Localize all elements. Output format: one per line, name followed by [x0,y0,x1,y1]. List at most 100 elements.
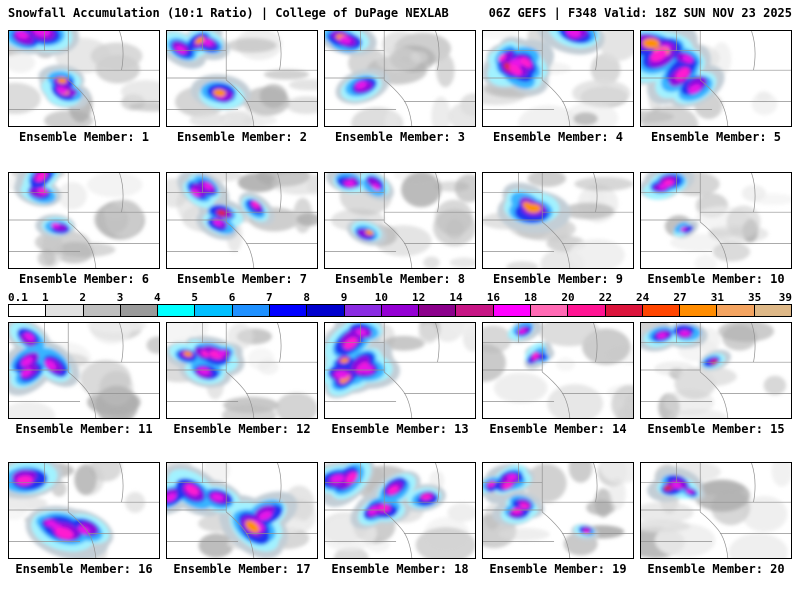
colorbar-cell [9,305,46,316]
colorbar-cell [45,305,83,316]
colorbar-cell [679,305,717,316]
colorbar-cell [82,305,120,316]
colorbar-tick: 18 [524,291,538,304]
panel-label: Ensemble Member: 16 [15,562,153,576]
colorbar-cell [604,305,642,316]
ensemble-map [640,462,792,559]
ensemble-panel: Ensemble Member: 4 [482,30,634,144]
panel-label: Ensemble Member: 12 [173,422,311,436]
colorbar-tick: 39 [778,291,792,304]
colorbar-tick: 7 [266,291,273,304]
panel-label: Ensemble Member: 7 [176,272,308,286]
panel-label: Ensemble Member: 18 [331,562,469,576]
panel-label: Ensemble Member: 11 [15,422,153,436]
colorbar-cell [119,305,158,316]
colorbar-cell [418,305,456,316]
colorbar-cell [306,305,344,316]
ensemble-map [8,30,160,127]
ensemble-panel: Ensemble Member: 1 [8,30,160,144]
panel-row-4: Ensemble Member: 16 Ensemble Member: 17 En… [8,462,792,576]
ensemble-panel: Ensemble Member: 10 [640,172,792,286]
panel-label: Ensemble Member: 10 [647,272,785,286]
colorbar-tick: 6 [228,291,236,304]
ensemble-map [8,172,160,269]
panel-label: Ensemble Member: 13 [331,422,469,436]
product-title: Snowfall Accumulation (10:1 Ratio) | Col… [8,6,449,20]
colorbar-tick: 2 [79,291,86,304]
ensemble-map [324,172,476,269]
ensemble-map [166,172,318,269]
ensemble-map [166,462,318,559]
colorbar-cell [380,305,419,316]
colorbar-tick: 4 [154,291,161,304]
header: Snowfall Accumulation (10:1 Ratio) | Col… [8,6,792,20]
ensemble-map [8,462,160,559]
colorbar-tick: 12 [412,291,426,304]
colorbar-cell [753,305,791,316]
ensemble-map [166,322,318,419]
ensemble-panel: Ensemble Member: 11 [8,322,160,436]
ensemble-panel: Ensemble Member: 16 [8,462,160,576]
ensemble-panel: Ensemble Member: 14 [482,322,634,436]
colorbar-tick: 22 [598,291,612,304]
colorbar-cell [641,305,680,316]
ensemble-panel: Ensemble Member: 19 [482,462,634,576]
colorbar-tick: 20 [561,291,575,304]
panel-label: Ensemble Member: 19 [489,562,627,576]
colorbar-tick: 14 [449,291,463,304]
panel-label: Ensemble Member: 9 [492,272,624,286]
panel-label: Ensemble Member: 3 [334,130,466,144]
ensemble-map [640,172,792,269]
ensemble-panel: Ensemble Member: 9 [482,172,634,286]
panel-row-1: Ensemble Member: 1 Ensemble Member: 2 Ense… [8,30,792,144]
ensemble-panel: Ensemble Member: 20 [640,462,792,576]
ensemble-panel: Ensemble Member: 18 [324,462,476,576]
colorbar-cell [231,305,269,316]
colorbar-cell [157,305,195,316]
ensemble-map [482,462,634,559]
colorbar-tick: 9 [340,291,348,304]
ensemble-panel: Ensemble Member: 17 [166,462,318,576]
ensemble-map [324,462,476,559]
panel-label: Ensemble Member: 15 [647,422,785,436]
colorbar-cell [567,305,605,316]
ensemble-panel: Ensemble Member: 6 [8,172,160,286]
colorbar-ticks: 0.1 1 2 3 4 5 6 7 8 9 10 12 14 16 18 20 22 24 27 31 35 39 [8,291,792,304]
ensemble-panel: Ensemble Member: 5 [640,30,792,144]
colorbar-cell [492,305,530,316]
colorbar-cell [529,305,568,316]
colorbar-tick: 24 [636,291,650,304]
panel-label: Ensemble Member: 1 [18,130,150,144]
ensemble-map [324,322,476,419]
colorbar: 0.1 1 2 3 4 5 6 7 8 9 10 12 14 16 18 20 22 24 27 31 35 39 [8,291,792,317]
ensemble-panel: Ensemble Member: 15 [640,322,792,436]
ensemble-map [640,30,792,127]
colorbar-cell [343,305,381,316]
colorbar-tick: 0.1 [8,291,28,304]
ensemble-map [482,30,634,127]
ensemble-panel: Ensemble Member: 8 [324,172,476,286]
colorbar-tick: 35 [748,291,762,304]
colorbar-tick: 31 [710,291,724,304]
panel-label: Ensemble Member: 5 [650,130,782,144]
panel-label: Ensemble Member: 17 [173,562,311,576]
panel-row-2: Ensemble Member: 6 Ensemble Member: 7 Ense… [8,172,792,286]
ensemble-panel: Ensemble Member: 3 [324,30,476,144]
ensemble-panel: Ensemble Member: 12 [166,322,318,436]
model-run-valid-info: 06Z GEFS | F348 Valid: 18Z SUN NOV 23 20… [488,6,792,20]
ensemble-panel: Ensemble Member: 13 [324,322,476,436]
colorbar-tick: 10 [374,291,388,304]
panel-label: Ensemble Member: 2 [176,130,308,144]
ensemble-map [8,322,160,419]
panel-label: Ensemble Member: 6 [18,272,150,286]
colorbar-cell [268,305,307,316]
colorbar-cell [194,305,232,316]
panel-label: Ensemble Member: 8 [334,272,466,286]
ensemble-map [482,322,634,419]
panel-label: Ensemble Member: 14 [489,422,627,436]
colorbar-cell [716,305,754,316]
ensemble-panel: Ensemble Member: 2 [166,30,318,144]
ensemble-map [166,30,318,127]
ensemble-panel: Ensemble Member: 7 [166,172,318,286]
